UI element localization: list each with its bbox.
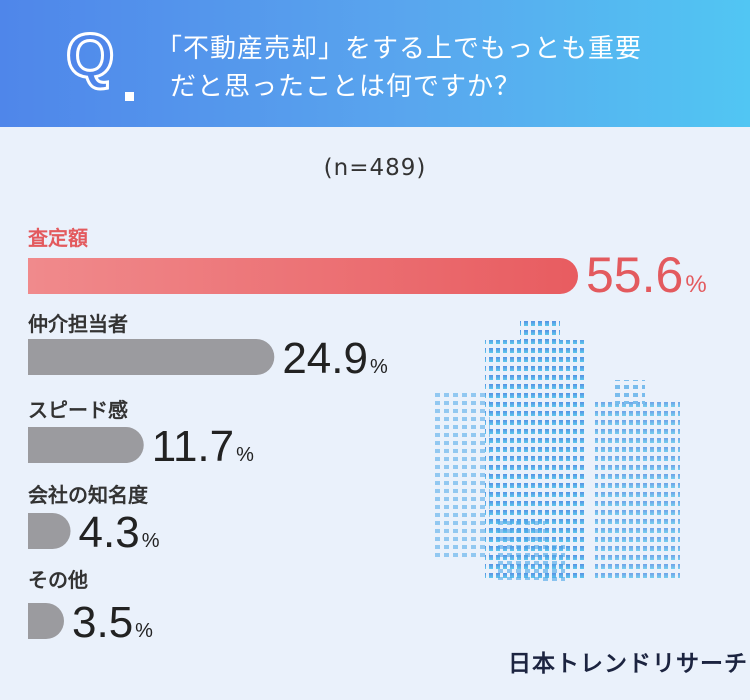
- category-label-4: その他: [28, 568, 88, 592]
- category-label-0: 査定額: [28, 226, 88, 250]
- brand-logo-text: 日本トレンドリサーチ: [508, 651, 748, 677]
- category-label-2: スピード感: [28, 398, 128, 422]
- value-label-3: 4.3%: [79, 508, 160, 557]
- q-mark: Q: [64, 21, 115, 93]
- skyscraper-right: [595, 380, 680, 580]
- bar-1: [28, 339, 275, 375]
- question-line-1: 「不動産売却」をする上でもっとも重要: [156, 34, 643, 64]
- value-label-2: 11.7%: [152, 422, 254, 471]
- question-line-2: だと思ったことは何ですか？: [170, 72, 522, 102]
- bar-0: [28, 258, 578, 294]
- value-label-0: 55.6%: [586, 247, 707, 303]
- q-dot: [125, 92, 134, 101]
- value-label-1: 24.9%: [282, 334, 388, 383]
- category-label-1: 仲介担当者: [28, 312, 128, 336]
- bar-3: [28, 513, 71, 549]
- question-text: 「不動産売却」をする上でもっとも重要 だと思ったことは何ですか？: [156, 30, 642, 106]
- skyscraper-left: [435, 390, 490, 560]
- low-buildings: [495, 520, 565, 585]
- question-header: Q 「不動産売却」をする上でもっとも重要 だと思ったことは何ですか？: [0, 0, 750, 127]
- bar-4: [28, 603, 64, 639]
- bar-2: [28, 427, 144, 463]
- city-buildings-illustration: [435, 320, 680, 585]
- sample-size: (n=489): [323, 155, 427, 181]
- value-label-4: 3.5%: [72, 598, 153, 647]
- category-label-3: 会社の知名度: [28, 483, 149, 507]
